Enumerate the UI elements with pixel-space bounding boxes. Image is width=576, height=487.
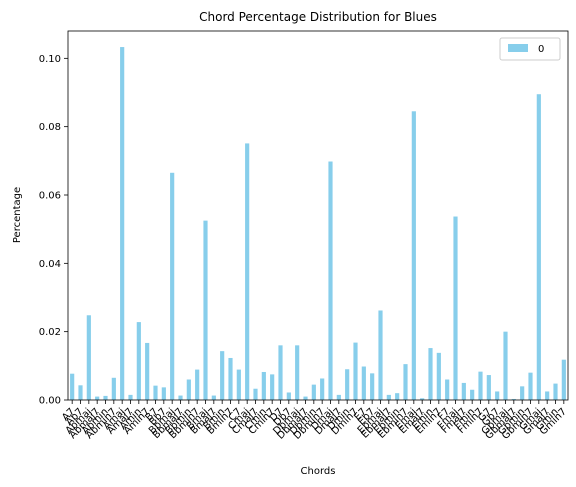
bar xyxy=(336,394,341,400)
bar xyxy=(545,391,550,400)
bar xyxy=(78,385,83,400)
bar xyxy=(161,387,166,400)
bar xyxy=(70,373,75,400)
y-tick-label: 0.00 xyxy=(39,396,61,407)
bar xyxy=(361,366,366,400)
chart-title: Chord Percentage Distribution for Blues xyxy=(199,10,437,24)
bar xyxy=(320,378,325,400)
bar xyxy=(245,143,250,401)
bar xyxy=(520,386,525,400)
bar xyxy=(286,392,291,400)
bar xyxy=(503,331,508,400)
bar xyxy=(203,220,208,400)
bar xyxy=(186,379,191,400)
bar xyxy=(228,357,233,400)
bar xyxy=(561,359,566,400)
bar xyxy=(86,315,91,400)
bar xyxy=(195,369,200,400)
bar xyxy=(495,391,500,400)
bar xyxy=(128,394,133,400)
bar xyxy=(345,369,350,400)
y-tick-label: 0.02 xyxy=(39,327,61,338)
bar xyxy=(211,395,216,400)
legend-box xyxy=(499,37,561,61)
bar xyxy=(461,382,466,400)
bar xyxy=(311,384,316,400)
legend-swatch xyxy=(508,44,528,52)
y-tick-label: 0.04 xyxy=(39,259,61,270)
bar xyxy=(478,371,483,400)
x-axis-label: Chords xyxy=(301,466,336,477)
bar xyxy=(386,394,391,400)
bar xyxy=(236,369,241,400)
bar xyxy=(470,389,475,400)
y-tick-label: 0.10 xyxy=(39,54,61,65)
bar xyxy=(153,385,158,400)
bar xyxy=(403,364,408,400)
bar xyxy=(378,310,383,400)
bar xyxy=(278,345,283,400)
y-axis-label: Percentage xyxy=(12,187,23,243)
bar xyxy=(270,374,275,400)
y-tick-label: 0.06 xyxy=(39,191,61,202)
bar xyxy=(95,396,100,400)
bar xyxy=(528,372,533,400)
bar xyxy=(295,345,300,400)
bar xyxy=(370,373,375,400)
bar xyxy=(220,351,225,400)
plot-frame xyxy=(67,30,569,401)
bar xyxy=(253,388,258,400)
bar xyxy=(170,172,175,400)
bar xyxy=(303,396,308,400)
bar xyxy=(420,398,425,400)
bar xyxy=(136,322,141,400)
bar xyxy=(553,383,558,400)
bar xyxy=(328,161,333,400)
y-tick-label: 0.08 xyxy=(39,122,61,133)
bar xyxy=(428,348,433,400)
bar xyxy=(395,393,400,400)
bar xyxy=(103,395,108,400)
bar xyxy=(120,47,125,400)
bar xyxy=(145,342,150,400)
bar xyxy=(453,216,458,400)
bar xyxy=(536,94,541,400)
bar xyxy=(353,342,358,400)
bar xyxy=(445,379,450,400)
bar xyxy=(486,375,491,400)
bar xyxy=(178,395,183,400)
bar xyxy=(436,352,441,400)
bar xyxy=(411,111,416,401)
legend-label: 0 xyxy=(538,44,544,55)
bar xyxy=(511,398,516,400)
bar xyxy=(111,377,116,400)
bar xyxy=(261,371,266,400)
